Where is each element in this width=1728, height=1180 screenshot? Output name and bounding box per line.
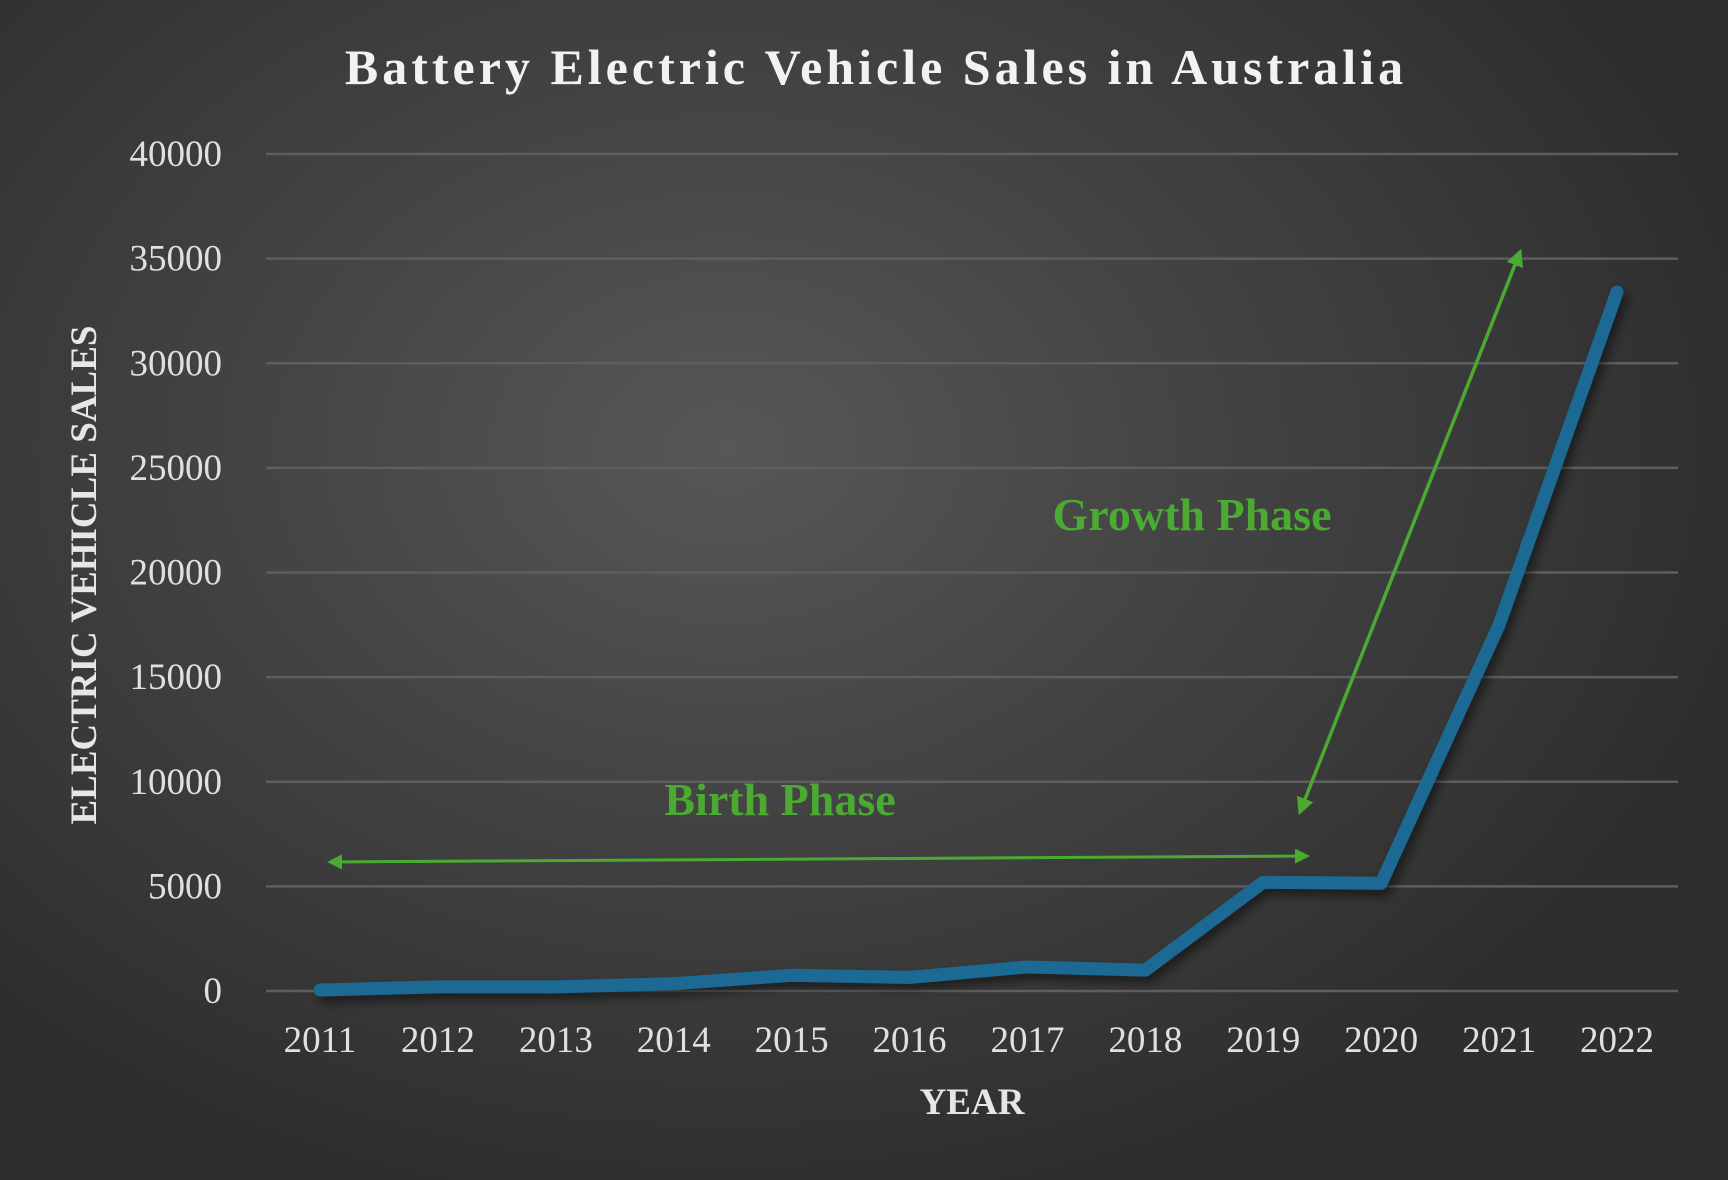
x-tick-label: 2013: [519, 1020, 593, 1061]
x-tick-label: 2020: [1344, 1020, 1418, 1061]
x-tick-label: 2011: [284, 1020, 357, 1061]
x-tick-labels: 2011 2012 2013 2014 2015 2016 2017 2018 2019 2020…: [284, 1020, 1654, 1061]
y-tick-label: 25000: [130, 448, 223, 489]
series: [313, 285, 1624, 997]
x-axis-label: YEAR: [920, 1082, 1026, 1123]
x-tick-label: 2022: [1580, 1020, 1654, 1061]
y-tick-label: 35000: [130, 239, 223, 280]
growth-phase-arrow: [1296, 248, 1524, 816]
x-tick-label: 2017: [990, 1020, 1064, 1061]
x-tick-label: 2016: [873, 1020, 947, 1061]
y-tick-label: 5000: [148, 866, 222, 907]
y-tick-label: 30000: [130, 343, 223, 384]
x-tick-label: 2014: [637, 1020, 711, 1061]
birth-phase-label: Birth Phase: [664, 774, 895, 825]
growth-phase-label: Growth Phase: [1053, 489, 1332, 540]
x-tick-label: 2019: [1226, 1020, 1300, 1061]
y-tick-label: 20000: [130, 553, 223, 594]
gridlines: [266, 152, 1678, 993]
y-tick-label: 40000: [130, 134, 223, 175]
x-tick-label: 2018: [1108, 1020, 1182, 1061]
y-axis-label: ELECTRIC VEHICLE SALES: [64, 326, 105, 825]
y-tick-labels: 0 5000 10000 15000 20000 25000 30000 35000 40000: [130, 134, 223, 1012]
x-tick-label: 2015: [755, 1020, 829, 1061]
x-tick-label: 2021: [1462, 1020, 1536, 1061]
x-tick-label: 2012: [401, 1020, 475, 1061]
y-tick-label: 10000: [130, 762, 223, 803]
birth-phase-arrow: [327, 848, 1310, 870]
series-line: [313, 285, 1624, 997]
chart-title: Battery Electric Vehicle Sales in Austra…: [345, 39, 1407, 95]
y-tick-label: 15000: [130, 657, 223, 698]
y-tick-label: 0: [204, 971, 223, 1012]
